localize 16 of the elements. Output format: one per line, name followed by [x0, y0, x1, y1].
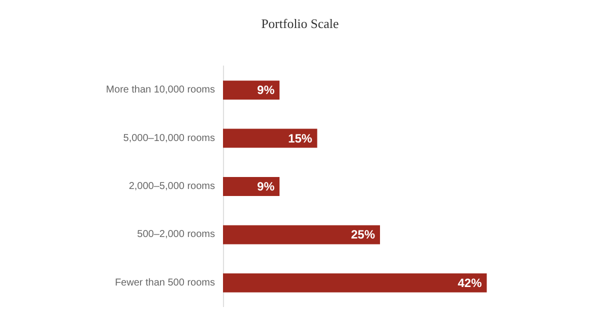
y-tick-label: 500–2,000 rooms [137, 229, 215, 240]
chart-title: Portfolio Scale [261, 16, 340, 31]
data-label: 15% [288, 131, 313, 146]
bar [223, 80, 280, 100]
bar [223, 128, 318, 148]
y-tick-label: Fewer than 500 rooms [114, 277, 215, 288]
y-tick-label: 5,000–10,000 rooms [123, 132, 215, 144]
bar [223, 177, 280, 196]
bar [223, 225, 380, 244]
data-label: 9% [257, 83, 275, 98]
data-label: 9% [257, 180, 275, 194]
y-tick-label: 2,000–5,000 rooms [128, 181, 215, 192]
data-label: 42% [458, 276, 482, 290]
data-label: 25% [350, 228, 376, 242]
bar [223, 273, 487, 292]
y-tick-label: More than 10,000 rooms [106, 84, 215, 96]
